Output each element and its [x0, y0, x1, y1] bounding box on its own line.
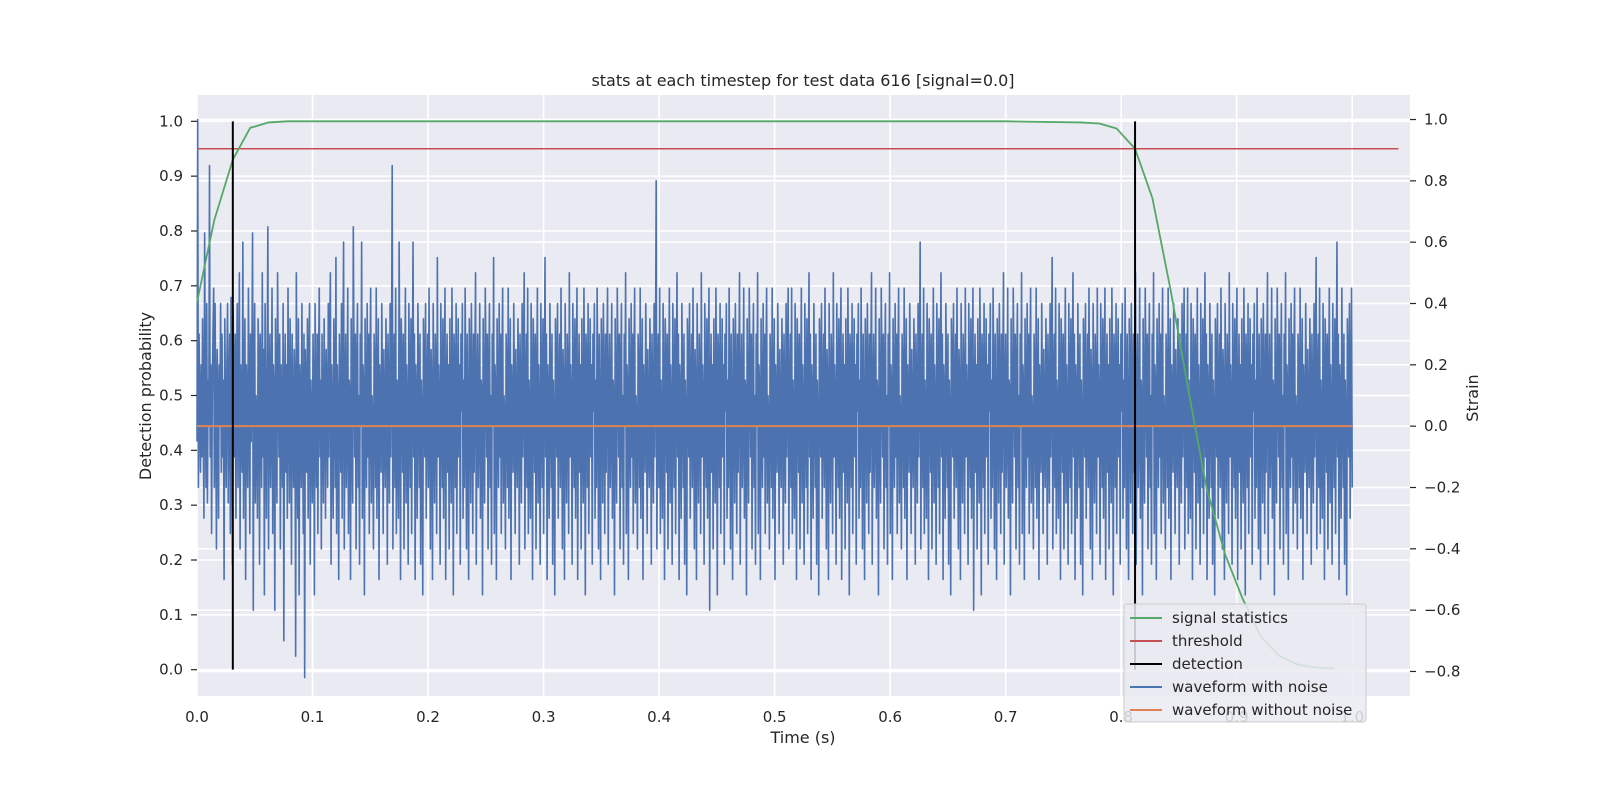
x-tick-label: 0.5: [763, 708, 787, 726]
legend-box: [1123, 603, 1367, 723]
legend: signal statistics threshold detection wavef…: [1123, 603, 1367, 723]
x-tick-label: 0.6: [878, 708, 902, 726]
chart-title: stats at each timestep for test data 616…: [591, 71, 1014, 90]
legend-label: waveform without noise: [1172, 701, 1352, 719]
y2-tick-label: −0.4: [1424, 540, 1460, 558]
y-tick-label: 0.0: [159, 661, 183, 679]
y2-tick-label: −0.2: [1424, 478, 1460, 496]
y2-tick-label: 0.8: [1424, 172, 1448, 190]
left-axis: 0.0 0.1 0.2 0.3 0.4 0.5 0.6 0.7 0.8 0.9 1.0: [159, 112, 197, 679]
y-tick-label: 0.9: [159, 167, 183, 185]
y-axis-label: Detection probability: [136, 312, 155, 480]
legend-label: detection: [1172, 655, 1243, 673]
y-tick-label: 0.5: [159, 387, 183, 405]
y-tick-label: 0.8: [159, 222, 183, 240]
y-tick-label: 1.0: [159, 112, 183, 130]
y2-tick-label: −0.8: [1424, 662, 1460, 680]
y2-tick-label: 0.0: [1424, 417, 1448, 435]
y2-tick-label: 1.0: [1424, 111, 1448, 129]
y-tick-label: 0.3: [159, 496, 183, 514]
x-tick-label: 0.3: [532, 708, 556, 726]
y2-tick-label: 0.4: [1424, 295, 1448, 313]
x-tick-label: 0.2: [416, 708, 440, 726]
y-tick-label: 0.6: [159, 332, 183, 350]
series-waveform-with-noise: [196, 118, 1354, 679]
y2-axis-label: Strain: [1463, 374, 1482, 421]
legend-label: threshold: [1172, 632, 1243, 650]
legend-label: waveform with noise: [1172, 678, 1328, 696]
x-axis-label: Time (s): [769, 728, 835, 747]
y-tick-label: 0.1: [159, 606, 183, 624]
x-tick-label: 0.7: [994, 708, 1018, 726]
right-axis: −0.8 −0.6 −0.4 −0.2 0.0 0.2 0.4 0.6 0.8 1.0: [1410, 111, 1460, 680]
legend-label: signal statistics: [1172, 609, 1288, 627]
y2-tick-label: −0.6: [1424, 601, 1460, 619]
y-tick-label: 0.2: [159, 551, 183, 569]
x-tick-label: 0.4: [647, 708, 671, 726]
y2-tick-label: 0.6: [1424, 233, 1448, 251]
x-tick-label: 0.0: [185, 708, 209, 726]
y2-tick-label: 0.2: [1424, 356, 1448, 374]
y-tick-label: 0.7: [159, 277, 183, 295]
y-tick-label: 0.4: [159, 441, 183, 459]
x-tick-label: 0.1: [301, 708, 325, 726]
